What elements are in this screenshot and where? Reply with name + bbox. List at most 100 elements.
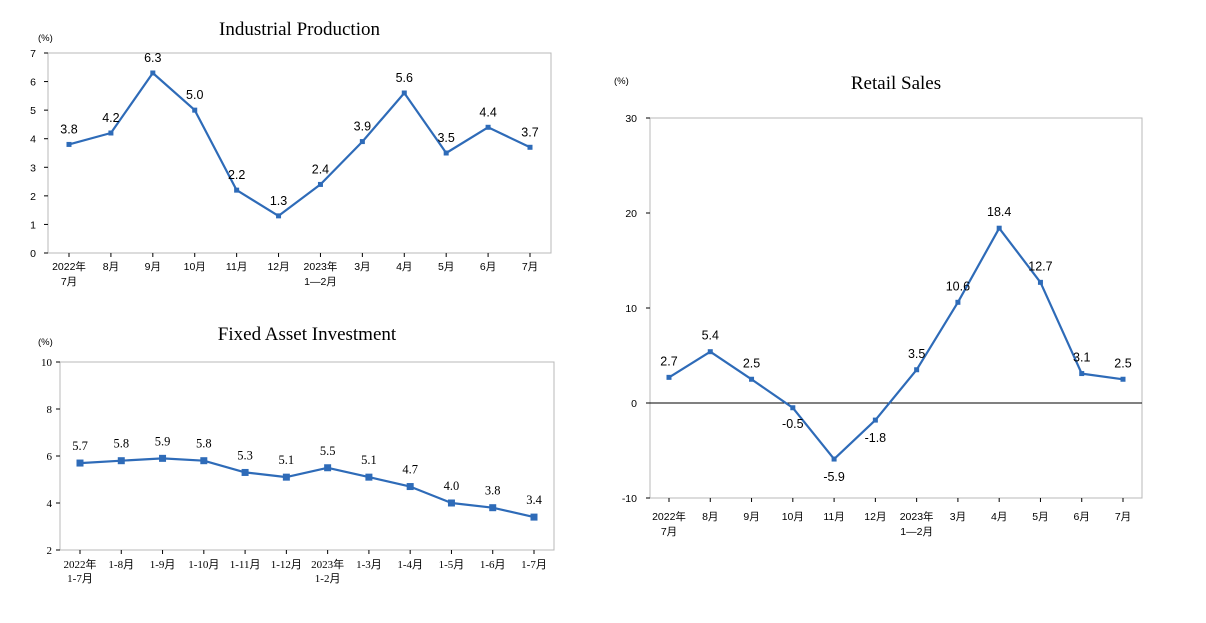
fixed-asset-chart: Fixed Asset Investment (%) 2 4 6 8 10 2022年 1-7月… [38, 324, 555, 585]
industrial-unit-label: (%) [38, 33, 53, 44]
retail-data-point [666, 374, 672, 380]
retail-data-point [707, 349, 713, 355]
fixed-asset-x-tick-label: 1-10月 [188, 559, 219, 571]
retail-data-label: 2.5 [1114, 356, 1131, 370]
industrial-data-point [527, 144, 533, 150]
industrial-x-tick-label: 7月 [522, 261, 538, 273]
industrial-data-point [443, 150, 449, 156]
fixed-asset-x-tick-label: 1-5月 [439, 559, 465, 571]
fixed-asset-data-label: 5.8 [113, 437, 129, 451]
fixed-asset-data-point [76, 459, 84, 467]
industrial-x-tick-label: 10月 [184, 261, 206, 273]
retail-x-tick-label: 1—2月 [900, 526, 933, 538]
retail-y-tick: 30 [625, 113, 637, 125]
industrial-y-tick: 1 [30, 219, 36, 231]
retail-data-label: 5.4 [702, 329, 719, 343]
fixed-asset-data-point [117, 457, 125, 465]
retail-data-label: 10.6 [946, 279, 970, 293]
fixed-asset-data-point [489, 504, 497, 512]
fixed-asset-data-point [200, 457, 208, 465]
industrial-data-point [359, 139, 365, 145]
retail-data-label: 2.7 [660, 354, 677, 368]
industrial-x-tick-label: 12月 [267, 261, 289, 273]
industrial-data-label: 3.8 [60, 122, 77, 136]
retail-title: Retail Sales [851, 73, 941, 94]
retail-x-tick-label: 10月 [782, 511, 804, 523]
industrial-y-tick: 0 [30, 248, 36, 260]
fixed-asset-series-line [79, 457, 535, 519]
industrial-plot-frame [47, 52, 552, 254]
fixed-asset-x-tick-label: 1-12月 [271, 559, 302, 571]
industrial-y-tick: 4 [30, 134, 36, 146]
industrial-data-label: 1.3 [270, 194, 287, 208]
industrial-data-point [150, 70, 156, 76]
fixed-asset-data-point [324, 464, 332, 472]
industrial-y-tick: 3 [30, 162, 36, 174]
industrial-data-label: 4.2 [102, 111, 119, 125]
retail-data-label: -1.8 [865, 431, 887, 445]
fixed-asset-data-point [159, 454, 167, 462]
retail-chart: Retail Sales (%) -10 0 10 20 30 2022年 7月 8月 9月 10月 1… [614, 73, 1143, 538]
fixed-asset-data-label: 5.9 [155, 434, 171, 448]
retail-unit-label: (%) [614, 76, 629, 87]
retail-data-label: -5.9 [823, 470, 845, 484]
industrial-data-point [317, 181, 323, 187]
retail-data-point [790, 405, 796, 411]
fixed-asset-data-label: 5.3 [237, 448, 253, 462]
retail-x-tick-label: 8月 [702, 511, 718, 523]
fixed-asset-data-label: 3.8 [485, 484, 501, 498]
fixed-asset-data-label: 3.4 [526, 493, 542, 507]
industrial-data-point [66, 141, 72, 147]
retail-data-label: -0.5 [782, 417, 804, 431]
retail-data-point [996, 225, 1002, 231]
industrial-x-tick-label: 8月 [103, 261, 119, 273]
retail-data-label: 3.1 [1073, 351, 1090, 365]
industrial-x-tick-label: 6月 [480, 261, 496, 273]
industrial-x-tick-label: 11月 [226, 261, 247, 273]
fixed-asset-data-point [365, 473, 373, 481]
fixed-asset-x-tick-label: 1-2月 [315, 573, 341, 585]
industrial-data-label: 3.9 [354, 120, 371, 134]
industrial-data-point [401, 90, 407, 96]
retail-y-tick: -10 [622, 493, 637, 505]
fixed-asset-data-point [530, 513, 538, 521]
industrial-y-tick: 2 [30, 191, 36, 203]
fixed-asset-data-point [282, 473, 290, 481]
industrial-x-tick-label: 3月 [354, 261, 370, 273]
fixed-asset-data-point [406, 483, 414, 491]
industrial-data-label: 3.5 [437, 131, 454, 145]
retail-data-point [749, 376, 755, 382]
fixed-asset-data-label: 4.7 [402, 463, 418, 477]
retail-data-label: 12.7 [1028, 259, 1052, 273]
fixed-asset-x-tick-label: 1-6月 [480, 559, 506, 571]
fixed-asset-x-tick-label: 2022年 [64, 557, 97, 571]
industrial-data-label: 3.7 [521, 125, 538, 139]
retail-x-tick-label: 11月 [823, 511, 844, 523]
fixed-asset-title: Fixed Asset Investment [218, 324, 397, 345]
retail-data-point [872, 417, 878, 423]
retail-x-tick-label: 2023年 [900, 510, 934, 523]
retail-data-label: 18.4 [987, 205, 1011, 219]
retail-data-point [955, 299, 961, 305]
industrial-y-tick: 5 [30, 105, 36, 117]
retail-x-tick-label: 7月 [1115, 511, 1131, 523]
retail-x-tick-label: 2022年 [652, 510, 686, 523]
fixed-asset-x-tick-label: 1-11月 [230, 559, 261, 571]
industrial-data-label: 5.6 [396, 71, 413, 85]
industrial-data-point [234, 187, 240, 193]
fixed-asset-x-tick-label: 1-3月 [356, 559, 382, 571]
industrial-x-tick-label: 2023年 [304, 260, 338, 273]
retail-x-tick-label: 6月 [1074, 511, 1090, 523]
fixed-asset-x-tick-label: 1-7月 [521, 559, 547, 571]
fixed-asset-y-tick: 6 [47, 451, 53, 463]
retail-series-line [668, 227, 1124, 461]
fixed-asset-data-point [447, 499, 455, 507]
fixed-asset-y-tick: 4 [47, 498, 53, 510]
retail-x-tick-label: 4月 [991, 511, 1007, 523]
industrial-series-line [68, 71, 531, 217]
retail-data-label: 2.5 [743, 356, 760, 370]
retail-data-point [1037, 279, 1043, 285]
retail-data-point [914, 367, 920, 373]
industrial-data-label: 5.0 [186, 88, 203, 102]
